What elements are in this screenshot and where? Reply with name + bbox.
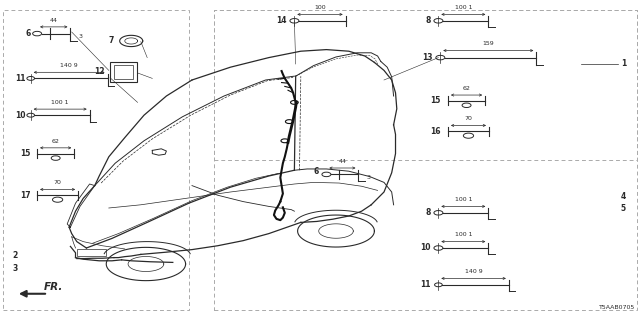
- Text: 1: 1: [621, 60, 626, 68]
- Text: 8: 8: [426, 208, 431, 217]
- Text: 140 9: 140 9: [465, 269, 483, 274]
- Text: FR.: FR.: [44, 283, 63, 292]
- Text: 100 1: 100 1: [454, 197, 472, 202]
- Text: 15: 15: [430, 96, 440, 105]
- Bar: [77, 249, 106, 256]
- Text: 70: 70: [54, 180, 61, 185]
- Text: 3: 3: [366, 175, 370, 180]
- Text: T5AAB0705: T5AAB0705: [598, 305, 635, 310]
- Text: 100: 100: [314, 5, 326, 10]
- Text: 159: 159: [483, 41, 494, 46]
- Text: 100 1: 100 1: [454, 232, 472, 237]
- Text: 10: 10: [420, 244, 431, 252]
- Text: 70: 70: [465, 116, 472, 121]
- Text: 5: 5: [621, 204, 626, 213]
- Text: 10: 10: [15, 111, 26, 120]
- Text: 44: 44: [339, 159, 346, 164]
- Bar: [214, 10, 637, 310]
- Text: 6: 6: [314, 167, 319, 176]
- Text: 140 9: 140 9: [60, 63, 78, 68]
- Text: 15: 15: [20, 149, 31, 158]
- Text: 13: 13: [422, 53, 433, 62]
- Text: 11: 11: [15, 74, 26, 83]
- Text: 12: 12: [94, 68, 104, 76]
- Text: 100 1: 100 1: [454, 5, 472, 10]
- Text: 2: 2: [13, 252, 18, 260]
- Text: 11: 11: [420, 280, 431, 289]
- Text: 7: 7: [109, 36, 114, 45]
- Text: 62: 62: [52, 139, 60, 144]
- Text: 4: 4: [621, 192, 626, 201]
- Text: 3: 3: [78, 34, 82, 39]
- Text: 17: 17: [20, 191, 31, 200]
- Bar: [110, 62, 137, 82]
- Bar: [114, 65, 133, 79]
- Text: 16: 16: [430, 127, 440, 136]
- Text: 14: 14: [276, 16, 287, 25]
- Text: 8: 8: [426, 16, 431, 25]
- Text: 3: 3: [13, 264, 18, 273]
- Text: 100 1: 100 1: [51, 100, 69, 105]
- Text: 6: 6: [26, 29, 31, 38]
- Bar: [3, 10, 189, 310]
- Bar: [214, 10, 637, 160]
- Text: 62: 62: [463, 86, 470, 91]
- Text: 44: 44: [50, 18, 58, 23]
